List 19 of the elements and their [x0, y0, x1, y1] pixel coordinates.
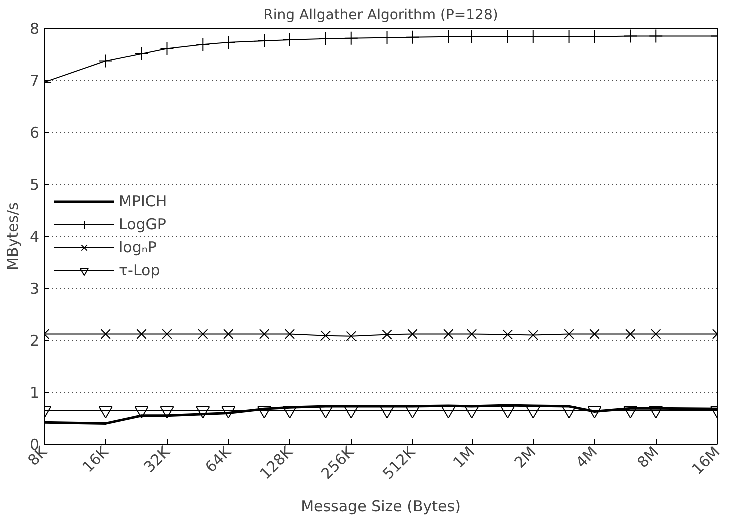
y-tick-label: 8: [30, 20, 40, 38]
legend-label: MPICH: [119, 192, 168, 210]
x-tick-label: 1M: [450, 443, 478, 472]
x-axis-title: Message Size (Bytes): [301, 497, 461, 516]
y-axis-title: MBytes/s: [4, 202, 22, 270]
y-tick-label: 5: [30, 176, 40, 194]
x-tick-label: 8M: [634, 443, 662, 472]
y-tick-label: 2: [30, 332, 40, 350]
legend-label: τ-Lop: [119, 262, 160, 280]
y-tick-label: 7: [30, 72, 40, 90]
y-tick-label: 4: [30, 228, 40, 246]
y-tick-label: 6: [30, 124, 40, 142]
y-tick-label: 3: [30, 280, 40, 298]
legend-label: logₙP: [119, 238, 157, 256]
chart-title: Ring Allgather Algorithm (P=128): [264, 8, 498, 24]
legend-label: LogGP: [119, 216, 166, 234]
x-tick-label: 2M: [511, 443, 540, 472]
y-tick-label: 1: [30, 384, 40, 402]
x-tick-label: 4M: [572, 443, 602, 472]
